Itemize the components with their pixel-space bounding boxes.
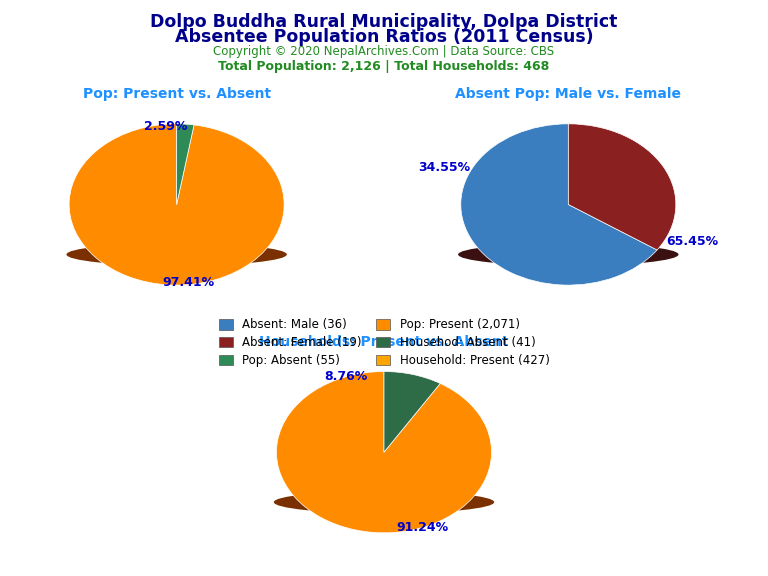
Ellipse shape xyxy=(458,243,678,266)
Text: 91.24%: 91.24% xyxy=(396,521,448,535)
Legend: Absent: Male (36), Absent: Female (19), Pop: Absent (55), Pop: Present (2,071), : Absent: Male (36), Absent: Female (19), … xyxy=(214,314,554,372)
Text: 65.45%: 65.45% xyxy=(666,234,718,248)
Text: Absentee Population Ratios (2011 Census): Absentee Population Ratios (2011 Census) xyxy=(174,28,594,46)
Text: Dolpo Buddha Rural Municipality, Dolpa District: Dolpo Buddha Rural Municipality, Dolpa D… xyxy=(151,13,617,31)
Ellipse shape xyxy=(67,243,286,266)
Text: 97.41%: 97.41% xyxy=(162,276,214,289)
Title: Pop: Present vs. Absent: Pop: Present vs. Absent xyxy=(83,87,270,101)
Ellipse shape xyxy=(274,491,495,513)
Text: Copyright © 2020 NepalArchives.Com | Data Source: CBS: Copyright © 2020 NepalArchives.Com | Dat… xyxy=(214,45,554,58)
Wedge shape xyxy=(69,124,284,285)
Title: Households: Present vs. Absent: Households: Present vs. Absent xyxy=(260,335,508,349)
Text: Total Population: 2,126 | Total Households: 468: Total Population: 2,126 | Total Househol… xyxy=(218,60,550,73)
Wedge shape xyxy=(568,124,676,250)
Text: 8.76%: 8.76% xyxy=(324,370,368,383)
Wedge shape xyxy=(384,372,440,452)
Wedge shape xyxy=(276,372,492,533)
Text: 34.55%: 34.55% xyxy=(419,161,471,175)
Wedge shape xyxy=(461,124,657,285)
Title: Absent Pop: Male vs. Female: Absent Pop: Male vs. Female xyxy=(455,87,681,101)
Text: 2.59%: 2.59% xyxy=(144,120,187,132)
Wedge shape xyxy=(177,124,194,204)
